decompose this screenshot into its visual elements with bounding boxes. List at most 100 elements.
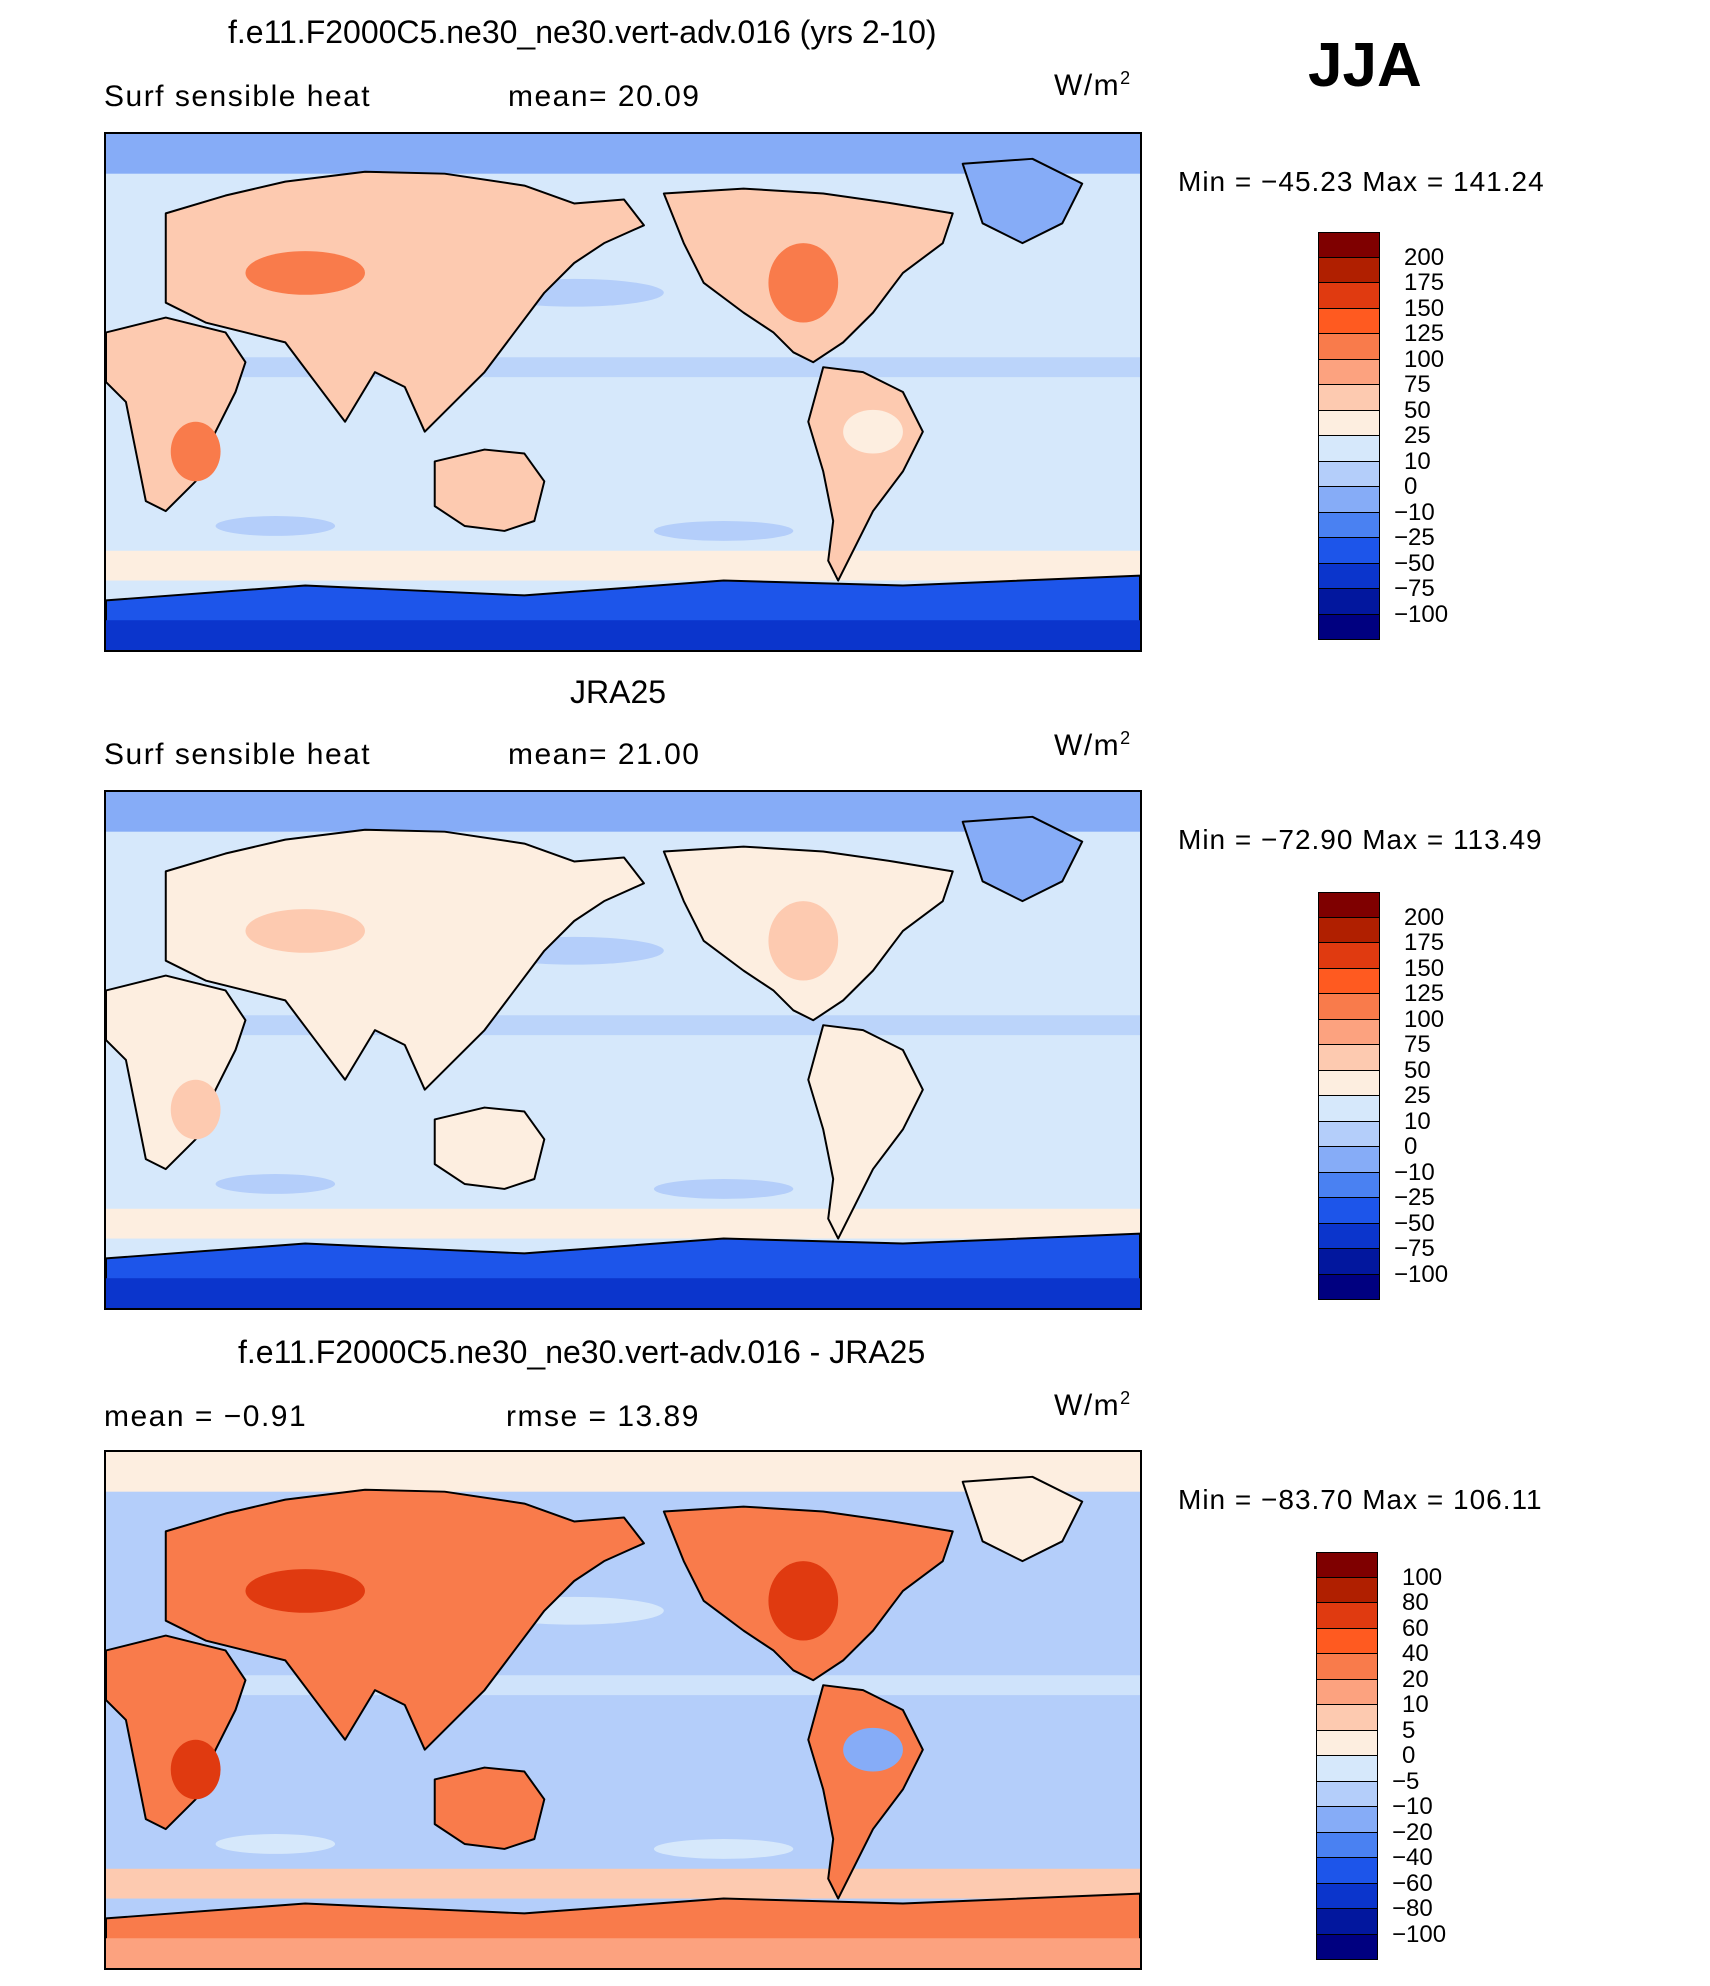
colorbar-tick-label: 175 bbox=[1404, 269, 1445, 296]
south-pacific-patch bbox=[653, 1179, 794, 1199]
colorbar-tick-label: −80 bbox=[1392, 1895, 1433, 1922]
panel1-units: W/m2 bbox=[1054, 68, 1132, 102]
colorbar-swatch bbox=[1318, 1198, 1380, 1224]
eurasia-landmass bbox=[164, 170, 645, 433]
colorbar-tick-label: −25 bbox=[1394, 524, 1435, 551]
africa-landmass bbox=[106, 974, 247, 1171]
colorbar-swatch bbox=[1316, 1832, 1378, 1858]
colorbar-tick-label: 175 bbox=[1404, 929, 1445, 956]
colorbar-swatch bbox=[1318, 1121, 1380, 1147]
panel1-minmax: Min = −45.23 Max = 141.24 bbox=[1178, 166, 1545, 197]
southern-ocean-patch bbox=[215, 1174, 336, 1194]
colorbar-tick-label: −10 bbox=[1394, 1158, 1435, 1186]
panel1-mean-label: mean= 20.09 bbox=[508, 80, 701, 113]
colorbar-swatch bbox=[1318, 1147, 1380, 1173]
colorbar-tick-label: −60 bbox=[1392, 1869, 1433, 1897]
colorbar-tick-label: 150 bbox=[1404, 954, 1445, 982]
africa-landmass bbox=[106, 1634, 247, 1831]
equatorial-band bbox=[106, 357, 1140, 378]
colorbar-swatch bbox=[1318, 436, 1380, 462]
southern-ocean-band bbox=[106, 550, 1140, 581]
colorbar-swatch bbox=[1318, 589, 1380, 615]
panel1-colorbar: 200 175 150 125 100 75 50 25 10 0 −10 −25 −50 −75 −100 bbox=[1318, 232, 1538, 644]
colorbar-swatch bbox=[1316, 1909, 1378, 1935]
map-field bbox=[106, 134, 1140, 650]
colorbar-tick-label: 0 bbox=[1404, 1133, 1418, 1160]
colorbar-tick-label: 10 bbox=[1404, 1107, 1431, 1135]
colorbar-tick-label: 0 bbox=[1402, 1742, 1416, 1769]
colorbar-tick-label: −40 bbox=[1392, 1844, 1433, 1871]
colorbar-swatch bbox=[1316, 1654, 1378, 1680]
colorbar-swatch bbox=[1318, 994, 1380, 1020]
colorbar-tick-label: 25 bbox=[1404, 1082, 1431, 1109]
colorbar-tick-label: −25 bbox=[1394, 1184, 1435, 1211]
colorbar-swatch bbox=[1316, 1807, 1378, 1833]
antarctic-interior bbox=[106, 1938, 1140, 1968]
colorbar-swatch bbox=[1316, 1628, 1378, 1654]
amazon-patch bbox=[843, 1727, 903, 1772]
colorbar-swatch bbox=[1318, 257, 1380, 283]
southern-ocean-patch bbox=[215, 1834, 336, 1854]
colorbar-tick-label: 40 bbox=[1402, 1640, 1429, 1667]
colorbar-tick-label: 0 bbox=[1404, 473, 1418, 500]
colorbar-swatch bbox=[1318, 512, 1380, 538]
panel1-title: f.e11.F2000C5.ne30_ne30.vert-adv.016 (yr… bbox=[228, 14, 937, 50]
panel1-map bbox=[104, 132, 1142, 652]
panel2-colorbar: 200 175 150 125 100 75 50 25 10 0 −10 −25 −50 −75 −100 bbox=[1318, 892, 1538, 1304]
panel3-units: W/m2 bbox=[1054, 1388, 1132, 1422]
colorbar-tick-label: 75 bbox=[1404, 371, 1431, 398]
southern-ocean-band bbox=[106, 1208, 1140, 1239]
colorbar-tick-label: 50 bbox=[1404, 1056, 1431, 1084]
colorbar-swatch bbox=[1316, 1679, 1378, 1705]
panel2-units: W/m2 bbox=[1054, 728, 1132, 762]
eurasia-landmass bbox=[164, 1488, 645, 1751]
colorbar-tick-label: 25 bbox=[1404, 422, 1431, 449]
colorbar-swatch bbox=[1318, 359, 1380, 385]
south-pacific-patch bbox=[653, 1839, 794, 1859]
panel1-variable-label: Surf sensible heat bbox=[104, 80, 372, 113]
colorbar-swatch bbox=[1318, 614, 1380, 640]
australia-landmass bbox=[433, 1766, 546, 1850]
central-asia-hotspot bbox=[245, 1569, 365, 1613]
colorbar-tick-label: 200 bbox=[1404, 243, 1445, 271]
colorbar-tick-label: 10 bbox=[1402, 1691, 1429, 1718]
southern-africa-hotspot bbox=[170, 1079, 221, 1140]
colorbar-swatch bbox=[1318, 1019, 1380, 1045]
colorbar-swatch bbox=[1316, 1552, 1378, 1578]
colorbar-swatch bbox=[1318, 538, 1380, 564]
panel3-map bbox=[104, 1450, 1142, 1970]
colorbar-tick-label: −100 bbox=[1394, 600, 1449, 628]
colorbar-tick-label: −75 bbox=[1394, 1235, 1435, 1262]
colorbar-swatch bbox=[1318, 410, 1380, 436]
south-pacific-patch bbox=[653, 521, 794, 541]
colorbar-swatch bbox=[1318, 1274, 1380, 1300]
colorbar-tick-label: −75 bbox=[1394, 575, 1435, 602]
colorbar-tick-label: 75 bbox=[1404, 1031, 1431, 1058]
colorbar-swatch bbox=[1316, 1781, 1378, 1807]
colorbar-swatch bbox=[1318, 1249, 1380, 1275]
colorbar-swatch bbox=[1318, 943, 1380, 969]
australia-landmass bbox=[433, 448, 546, 532]
colorbar-swatch bbox=[1316, 1730, 1378, 1756]
panel2-mean-label: mean= 21.00 bbox=[508, 738, 701, 771]
colorbar-tick-label: 80 bbox=[1402, 1589, 1429, 1616]
colorbar-tick-label: −100 bbox=[1394, 1260, 1449, 1288]
colorbar-swatch bbox=[1318, 461, 1380, 487]
colorbar-swatch bbox=[1316, 1934, 1378, 1960]
colorbar-swatch bbox=[1318, 1045, 1380, 1071]
colorbar-tick-label: 200 bbox=[1404, 903, 1445, 931]
colorbar-tick-label: 50 bbox=[1404, 396, 1431, 424]
central-asia-hotspot bbox=[245, 251, 365, 295]
colorbar-swatch bbox=[1316, 1756, 1378, 1782]
colorbar-swatch bbox=[1318, 308, 1380, 334]
colorbar-swatch bbox=[1316, 1883, 1378, 1909]
colorbar-tick-label: −20 bbox=[1392, 1818, 1433, 1846]
southern-africa-hotspot bbox=[170, 421, 221, 482]
north-america-hotspot bbox=[768, 243, 839, 323]
panel3-rmse-label: rmse = 13.89 bbox=[506, 1400, 700, 1433]
season-label: JJA bbox=[1308, 31, 1422, 100]
colorbar-tick-label: −10 bbox=[1394, 498, 1435, 526]
colorbar-tick-label: 100 bbox=[1404, 1005, 1445, 1033]
panel3-mean-label: mean = −0.91 bbox=[104, 1400, 308, 1433]
colorbar-tick-label: −5 bbox=[1392, 1767, 1420, 1795]
